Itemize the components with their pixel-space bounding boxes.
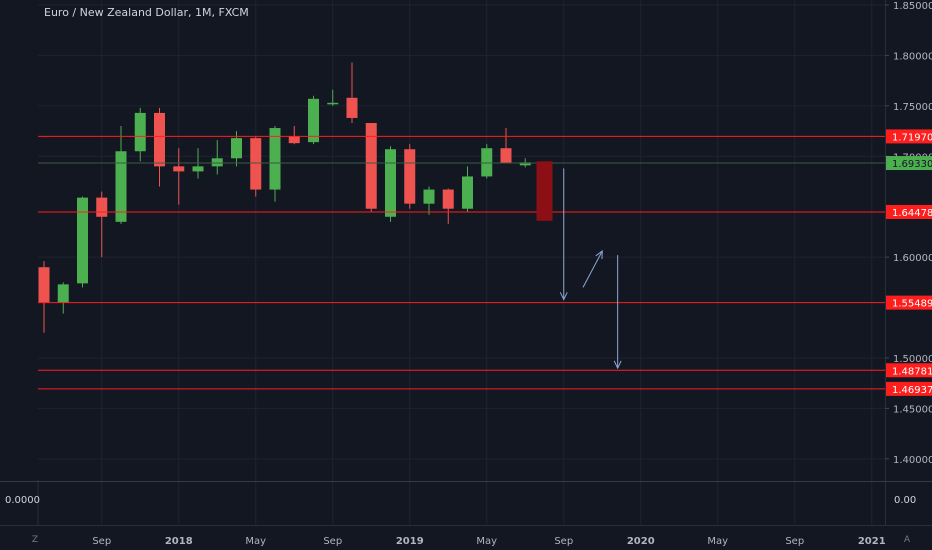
level-label-bg: [886, 381, 932, 396]
forecast-box: [536, 161, 553, 221]
level-label: 1.46937: [892, 385, 932, 396]
x-tick-label: May: [707, 536, 728, 547]
x-tick-label: May: [245, 536, 266, 547]
level-label: 1.48781: [892, 366, 932, 377]
arrow-head: [613, 360, 622, 370]
candle-body: [134, 112, 146, 152]
candle-body: [462, 176, 473, 209]
x-tick-label: Sep: [554, 536, 573, 547]
candle-body: [404, 149, 416, 204]
candle-body: [231, 138, 242, 159]
candle-body: [77, 197, 88, 284]
candle-body: [365, 122, 377, 209]
level-label: 1.55489: [892, 299, 932, 310]
x-tick-label: Sep: [92, 536, 111, 547]
candle-body: [442, 189, 454, 209]
last-price-label: 1.69330: [892, 159, 932, 170]
candle-body: [115, 151, 127, 222]
x-tick-label: 2020: [627, 536, 655, 547]
y-tick-label: 1.60000: [893, 253, 932, 264]
auto-scale-button[interactable]: A: [903, 535, 911, 545]
x-tick-label: 2021: [858, 536, 886, 547]
candle-body: [481, 148, 493, 177]
arrow-head: [559, 292, 568, 301]
level-label-bg: [886, 129, 932, 144]
interval-label: 1M: [195, 6, 212, 19]
candle-body: [96, 197, 108, 217]
candle-body: [173, 166, 185, 172]
candle-body: [250, 138, 262, 190]
oscillator-left-value: 0.0000: [5, 495, 40, 506]
y-tick-label: 1.40000: [893, 455, 932, 466]
level-label: 1.64478: [892, 208, 932, 219]
x-tick-label: Sep: [323, 536, 342, 547]
candle-body: [154, 112, 165, 167]
arrow-head: [595, 250, 603, 260]
forecast-arrow: [582, 250, 603, 288]
y-tick-label: 1.45000: [893, 404, 932, 415]
candle-body: [57, 284, 69, 303]
candle-body: [308, 98, 319, 143]
candles-layer: [38, 62, 531, 333]
candle-body: [211, 158, 223, 167]
candle-body: [346, 97, 358, 118]
y-tick-label: 1.80000: [893, 51, 932, 62]
level-label: 1.71970: [892, 132, 932, 143]
timezone-button[interactable]: Z: [31, 535, 39, 545]
x-tick-label: Sep: [785, 536, 804, 547]
data-source: FXCM: [218, 6, 249, 19]
x-tick-label: 2018: [165, 536, 193, 547]
candle-body: [192, 166, 204, 172]
last-price-label-bg: [886, 156, 932, 171]
candle-body: [500, 148, 512, 164]
symbol-name: Euro / New Zealand Dollar: [44, 6, 188, 19]
y-tick-label: 1.50000: [893, 354, 932, 365]
x-tick-label: May: [476, 536, 497, 547]
level-label-bg: [886, 295, 932, 310]
candle-body: [288, 136, 300, 144]
candle-body: [519, 162, 531, 166]
level-label-bg: [886, 363, 932, 378]
candle-body: [327, 102, 339, 105]
chart-title: Euro / New Zealand Dollar, 1M, FXCM: [44, 6, 249, 19]
y-tick-label: 1.85000: [893, 1, 932, 12]
oscillator-right-value: 0.00: [894, 495, 917, 506]
level-label-bg: [886, 204, 932, 219]
x-tick-label: 2019: [396, 536, 424, 547]
drawings-layer: [536, 161, 622, 370]
candle-body: [385, 149, 396, 217]
candle-body: [38, 267, 50, 303]
y-tick-label: 1.75000: [893, 102, 932, 113]
chart-grid: [38, 0, 885, 525]
candle-body: [269, 128, 281, 190]
candle-body: [423, 189, 435, 204]
horizontal-levels: [38, 135, 885, 390]
